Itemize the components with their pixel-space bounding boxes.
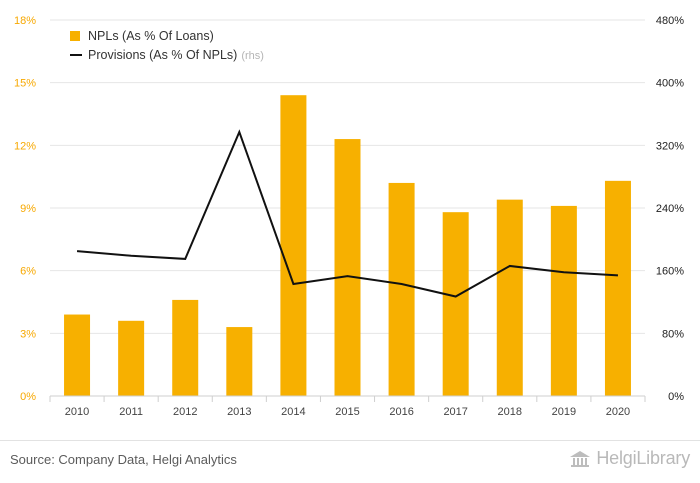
npl-bar [226, 327, 253, 396]
npl-bar [118, 320, 145, 396]
x-tick-label: 2015 [335, 406, 359, 418]
y-left-tick-label: 12% [14, 140, 36, 152]
npl-bars [64, 95, 631, 397]
legend-swatch-npls [70, 31, 80, 41]
legend-label-npls: NPLs (As % Of Loans) [88, 29, 214, 43]
footer-divider [0, 440, 700, 441]
legend-label-provisions: Provisions (As % Of NPLs) (rhs) [88, 48, 264, 62]
x-tick-label: 2016 [389, 406, 413, 418]
provisions-line [76, 129, 619, 298]
y-right-tick-label: 320% [656, 140, 684, 152]
x-tick-label: 2018 [498, 406, 522, 418]
axes: 0% 3% 6% 9% 12% 15% 18% 0% 80% 160% 240% 320% 400% 48… [14, 15, 684, 418]
y-left-tick-label: 9% [20, 203, 36, 215]
x-tick-label: 2011 [119, 406, 143, 418]
legend-label-provisions-rhs: (rhs) [241, 50, 264, 62]
y-left-tick-label: 3% [20, 328, 36, 340]
npl-bar [280, 95, 307, 396]
x-tick-label: 2013 [227, 406, 251, 418]
npl-bar [388, 182, 415, 396]
npl-bar [442, 212, 469, 396]
npl-bar [172, 299, 199, 396]
y-right-tick-label: 400% [656, 78, 684, 90]
y-right-tick-label: 480% [656, 15, 684, 27]
x-tick-label: 2019 [552, 406, 576, 418]
y-right-tick-label: 160% [656, 266, 684, 278]
npl-bar [64, 314, 91, 396]
y-left-tick-label: 6% [20, 266, 36, 278]
legend-label-provisions-main: Provisions (As % Of NPLs) [88, 48, 237, 62]
x-tick-label: 2020 [606, 406, 630, 418]
y-right-tick-label: 80% [662, 328, 684, 340]
brand-logo[interactable]: Helgi Library [569, 448, 690, 469]
source-note: Source: Company Data, Helgi Analytics [10, 452, 237, 467]
npl-bar [604, 180, 631, 396]
y-right-tick-label: 240% [656, 203, 684, 215]
legend: NPLs (As % Of Loans) Provisions (As % Of… [70, 29, 264, 62]
provisions-line-group [76, 129, 619, 298]
x-tick-label: 2012 [173, 406, 197, 418]
npl-bar [550, 205, 577, 396]
y-left-tick-label: 0% [20, 391, 36, 403]
x-tick-label: 2017 [443, 406, 467, 418]
library-building-icon [569, 449, 591, 469]
y-right-tick-label: 0% [668, 391, 684, 403]
x-tick-label: 2014 [281, 406, 305, 418]
npl-bar [496, 199, 523, 396]
brand-name-second: Library [636, 448, 690, 468]
y-left-tick-label: 18% [14, 15, 36, 27]
y-left-tick-label: 15% [14, 78, 36, 90]
brand-name-first: Helgi [596, 448, 637, 468]
x-tick-label: 2010 [65, 406, 89, 418]
npl-bar [334, 139, 361, 397]
chart: 0% 3% 6% 9% 12% 15% 18% 0% 80% 160% 240% 320% 400% 48… [14, 15, 684, 418]
